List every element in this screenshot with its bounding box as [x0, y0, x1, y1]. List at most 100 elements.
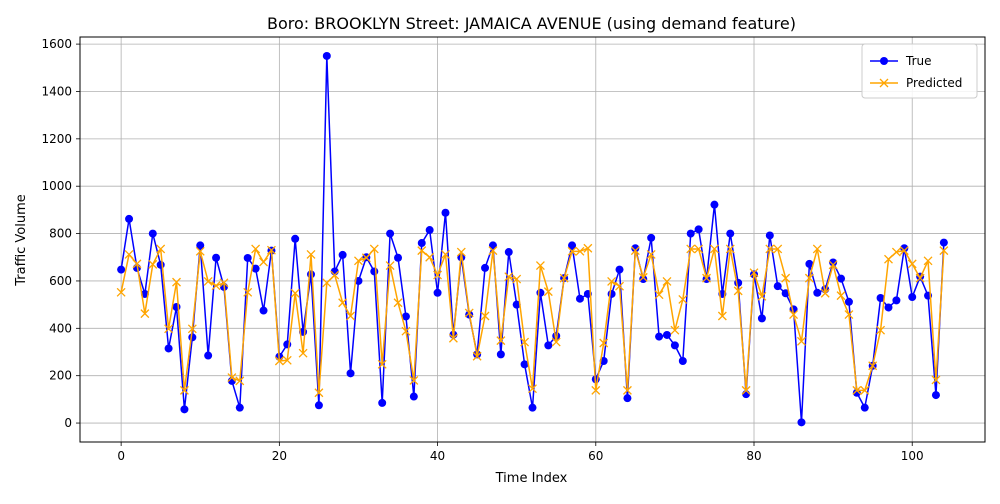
data-point: [361, 253, 371, 263]
data-point: [868, 361, 878, 371]
y-tick-label: 1200: [41, 132, 72, 146]
data-point: [797, 418, 806, 427]
data-point: [488, 241, 497, 250]
data-point: [172, 277, 181, 287]
data-point: [117, 265, 126, 274]
data-point: [164, 324, 174, 334]
data-point: [543, 287, 553, 297]
data-point: [251, 244, 261, 254]
data-point: [266, 245, 276, 255]
data-point: [409, 375, 419, 385]
data-point: [630, 246, 640, 256]
data-point: [915, 273, 925, 283]
data-point: [512, 274, 522, 284]
data-point: [172, 303, 181, 311]
data-point: [646, 249, 656, 259]
y-tick-label: 1000: [41, 179, 72, 193]
data-point: [385, 261, 395, 271]
data-point: [322, 278, 332, 288]
data-point: [655, 332, 664, 341]
data-point: [535, 261, 545, 271]
data-point: [891, 247, 901, 257]
data-point: [837, 274, 846, 283]
data-point: [132, 259, 142, 269]
data-point: [204, 351, 213, 360]
data-point: [148, 229, 157, 238]
data-point: [211, 281, 221, 291]
axes: 0 20 40 60 80 1000200400600800100012001400160…: [41, 37, 923, 463]
data-point: [259, 306, 268, 315]
data-point: [433, 288, 442, 297]
data-point: [709, 244, 719, 254]
legend-label: True: [905, 54, 932, 68]
data-point: [259, 257, 268, 267]
x-tick-label: 80: [746, 449, 761, 463]
data-point: [235, 376, 245, 386]
y-axis-label: Traffic Volume: [14, 194, 29, 287]
data-point: [481, 263, 490, 272]
data-point: [401, 326, 411, 336]
data-point: [742, 390, 751, 399]
data-point: [797, 336, 806, 346]
data-point: [805, 259, 814, 268]
data-point: [599, 338, 609, 348]
data-point: [765, 244, 775, 254]
data-point: [702, 275, 711, 284]
series-predicted: [116, 243, 949, 398]
data-point: [148, 259, 158, 269]
data-point: [314, 401, 323, 410]
data-point: [544, 341, 553, 350]
data-point: [583, 243, 593, 253]
data-point: [441, 249, 450, 259]
data-point: [568, 241, 577, 250]
data-point: [472, 351, 482, 361]
x-tick-label: 40: [430, 449, 445, 463]
data-point: [520, 360, 529, 369]
x-tick-label: 20: [272, 449, 287, 463]
data-point: [179, 385, 189, 395]
data-point: [480, 311, 490, 321]
y-tick-label: 800: [49, 227, 72, 241]
data-point: [662, 276, 672, 286]
legend: True Predicted: [861, 43, 978, 99]
data-point: [488, 246, 498, 256]
data-point: [274, 356, 284, 366]
data-point: [820, 288, 830, 298]
data-point: [330, 270, 340, 280]
data-point: [378, 398, 387, 407]
data-point: [196, 241, 205, 250]
data-point: [346, 369, 355, 378]
data-point: [504, 248, 513, 257]
legend-label: Predicted: [906, 76, 962, 90]
data-point: [394, 253, 403, 262]
data-point: [923, 256, 933, 266]
data-point: [369, 244, 379, 254]
data-point: [504, 272, 514, 282]
y-tick-label: 600: [49, 274, 72, 288]
x-tick-label: 60: [588, 449, 603, 463]
data-point: [212, 253, 221, 262]
data-point: [694, 244, 704, 254]
data-point: [725, 244, 735, 254]
data-point: [639, 275, 648, 284]
y-tick-label: 200: [49, 369, 72, 383]
data-point: [907, 259, 917, 269]
data-point: [520, 337, 530, 347]
data-point: [282, 355, 292, 365]
y-tick-label: 400: [49, 321, 72, 335]
data-point: [654, 290, 664, 300]
data-point: [631, 244, 640, 253]
data-point: [812, 244, 822, 254]
y-tick-label: 1400: [41, 84, 72, 98]
x-tick-label: 100: [901, 449, 924, 463]
data-point: [559, 273, 569, 283]
data-point: [876, 325, 886, 335]
data-point: [773, 282, 782, 291]
data-point: [884, 303, 893, 312]
data-point: [187, 324, 197, 334]
data-point: [678, 357, 687, 365]
data-point: [647, 233, 656, 242]
data-point: [417, 239, 426, 248]
